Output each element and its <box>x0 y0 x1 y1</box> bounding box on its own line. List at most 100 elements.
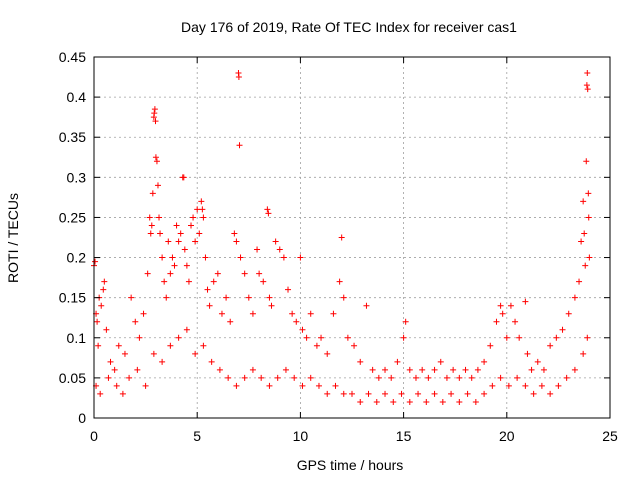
data-point <box>419 366 426 373</box>
data-point <box>499 310 506 317</box>
data-point <box>272 238 279 245</box>
data-point <box>227 318 234 325</box>
data-point <box>431 390 438 397</box>
data-point <box>249 310 256 317</box>
data-point <box>153 158 160 165</box>
y-tick-label: 0.4 <box>67 89 87 105</box>
data-point <box>165 238 172 245</box>
data-point <box>415 390 422 397</box>
data-point <box>351 342 358 349</box>
data-point <box>340 294 347 301</box>
data-point <box>565 310 572 317</box>
data-point <box>584 86 591 93</box>
data-point <box>161 278 168 285</box>
data-point <box>412 374 419 381</box>
data-point <box>456 398 463 405</box>
data-point <box>586 254 593 261</box>
data-point <box>443 374 450 381</box>
data-point <box>171 262 178 269</box>
data-point <box>199 206 206 213</box>
data-point <box>188 222 195 229</box>
data-point <box>365 390 372 397</box>
data-point <box>464 390 471 397</box>
data-point <box>190 214 197 221</box>
data-point <box>474 366 481 373</box>
data-point <box>472 398 479 405</box>
data-point <box>369 366 376 373</box>
data-point <box>462 366 469 373</box>
data-point <box>583 158 590 165</box>
data-point <box>167 342 174 349</box>
data-point <box>147 230 154 237</box>
data-point <box>522 382 529 389</box>
data-point <box>140 310 147 317</box>
data-point <box>256 270 263 277</box>
data-point <box>584 70 591 77</box>
data-point <box>148 222 155 229</box>
data-point <box>512 318 519 325</box>
data-point <box>144 270 151 277</box>
data-point <box>437 358 444 365</box>
data-point <box>95 342 102 349</box>
data-point <box>487 342 494 349</box>
data-point <box>324 350 331 357</box>
data-point <box>390 398 397 405</box>
data-point <box>276 246 283 253</box>
data-point <box>456 374 463 381</box>
data-point <box>282 366 289 373</box>
data-point <box>156 214 163 221</box>
y-tick-label: 0 <box>78 410 86 426</box>
data-point <box>111 366 118 373</box>
data-point <box>103 326 110 333</box>
data-point <box>214 270 221 277</box>
data-point <box>330 310 337 317</box>
y-tick-label: 0.35 <box>59 129 86 145</box>
data-point <box>204 286 211 293</box>
data-point <box>280 254 287 261</box>
data-point <box>249 366 256 373</box>
data-point <box>134 366 141 373</box>
y-tick-label: 0.3 <box>67 169 87 185</box>
data-point <box>559 326 566 333</box>
data-point <box>293 318 300 325</box>
data-point <box>299 382 306 389</box>
data-point <box>237 254 244 261</box>
data-point <box>505 382 512 389</box>
data-point <box>265 210 272 217</box>
y-axis-label: ROTI / TECUs <box>5 193 21 283</box>
data-point <box>266 382 273 389</box>
data-point <box>194 206 201 213</box>
data-point <box>149 190 156 197</box>
data-point <box>547 342 554 349</box>
data-point <box>136 334 143 341</box>
data-point <box>553 334 560 341</box>
data-point <box>481 358 488 365</box>
data-point <box>146 214 153 221</box>
data-point <box>245 294 252 301</box>
data-point <box>524 350 531 357</box>
data-point <box>152 154 159 161</box>
data-point <box>555 382 562 389</box>
data-point <box>538 382 545 389</box>
data-point <box>185 278 192 285</box>
data-point <box>208 358 215 365</box>
data-point <box>241 270 248 277</box>
data-point <box>258 374 265 381</box>
data-point <box>115 342 122 349</box>
x-axis-label: GPS time / hours <box>297 457 404 473</box>
data-point <box>254 246 261 253</box>
data-point <box>324 390 331 397</box>
axis-ticks: 0 5 10 15 20 25 0 0.05 0.1 0.15 0.2 0.25 0.3 0.35 0.4 0… <box>59 49 618 444</box>
data-point <box>92 258 99 265</box>
grid-layer <box>94 57 610 418</box>
data-point <box>398 390 405 397</box>
data-point <box>150 350 157 357</box>
data-point <box>268 302 275 309</box>
data-point <box>582 262 589 269</box>
data-point <box>373 398 380 405</box>
data-point <box>233 238 240 245</box>
data-point <box>357 358 364 365</box>
data-point <box>497 374 504 381</box>
data-point <box>439 398 446 405</box>
